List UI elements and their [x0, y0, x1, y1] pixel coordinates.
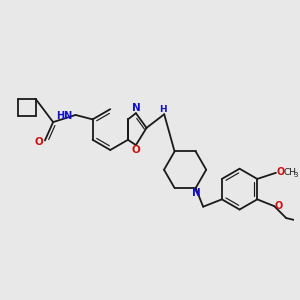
Text: N: N: [132, 103, 141, 113]
Text: O: O: [274, 201, 283, 211]
Text: CH: CH: [284, 168, 296, 177]
Text: HN: HN: [57, 111, 73, 121]
Text: 3: 3: [293, 172, 298, 178]
Text: H: H: [159, 105, 167, 114]
Text: O: O: [132, 145, 141, 154]
Text: O: O: [34, 137, 43, 147]
Text: O: O: [276, 167, 284, 178]
Text: N: N: [192, 188, 201, 198]
